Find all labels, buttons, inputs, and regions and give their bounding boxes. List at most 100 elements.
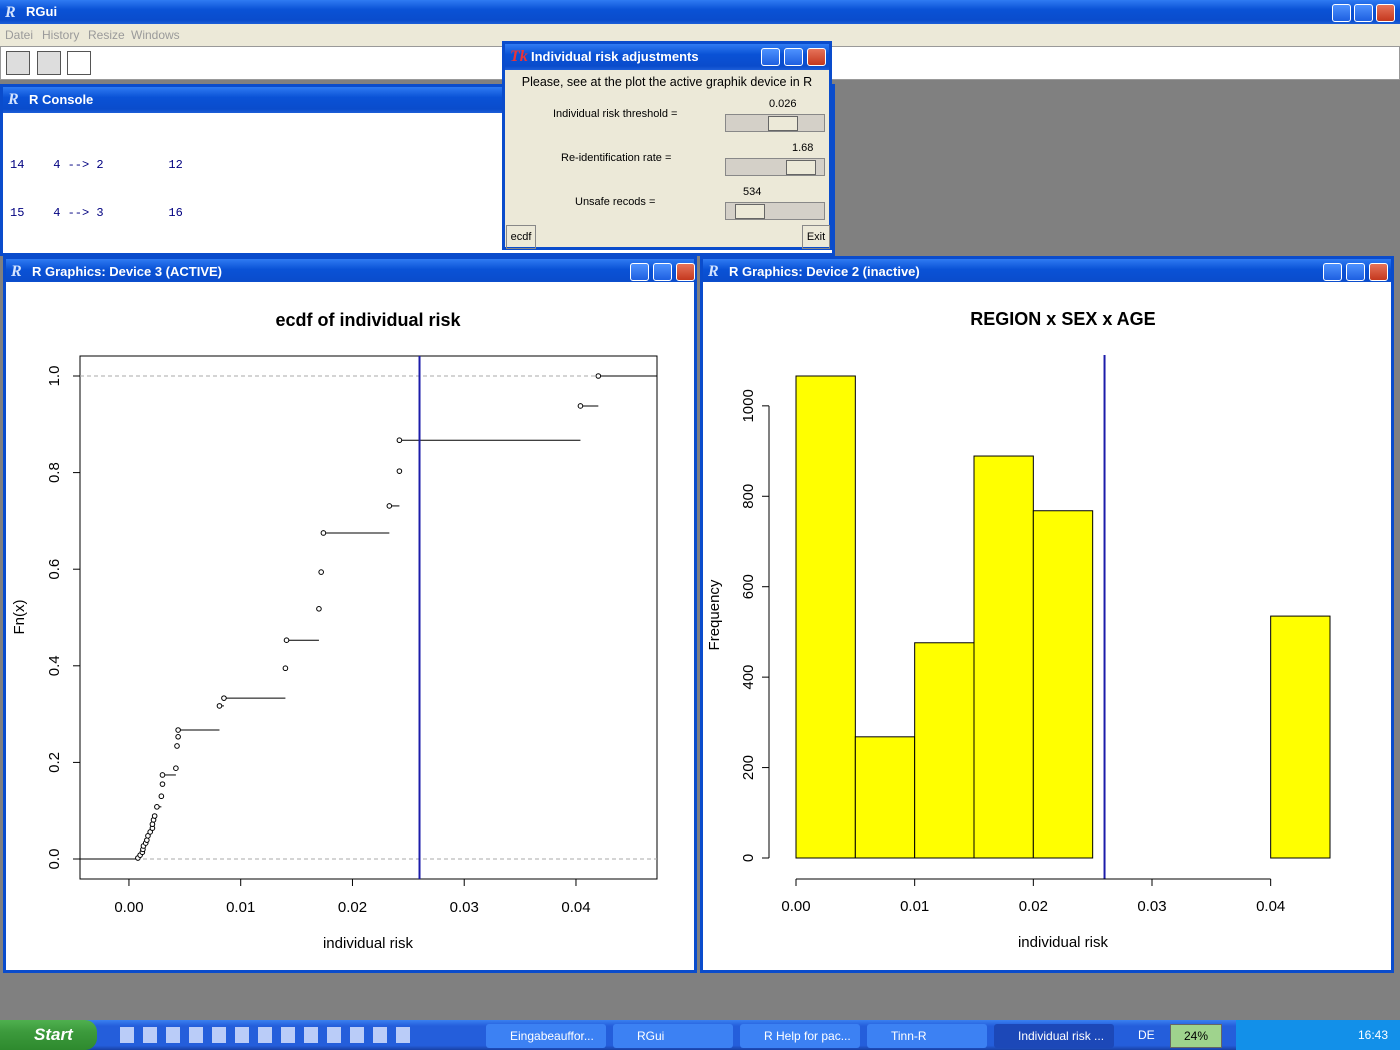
menu-item[interactable]: Resize bbox=[88, 28, 125, 42]
device-window: R R Graphics: Device 3 (ACTIVE) ecdf of … bbox=[3, 256, 697, 973]
slider-label: Unsafe recods = bbox=[575, 196, 656, 208]
bar bbox=[1270, 615, 1331, 859]
ecdf-button[interactable]: ecdf bbox=[506, 225, 536, 249]
point bbox=[282, 665, 289, 672]
console-output: 14 4 --> 2 12 bbox=[10, 158, 183, 172]
minimize-button[interactable] bbox=[630, 263, 649, 281]
chart: REGION x SEX x AGE individual risk Frequ… bbox=[703, 282, 1391, 970]
x-tick-label: 0.00 bbox=[781, 898, 810, 915]
slider-value: 0.026 bbox=[769, 98, 797, 110]
point bbox=[320, 530, 327, 536]
point bbox=[396, 468, 403, 474]
bar bbox=[914, 642, 975, 859]
point bbox=[595, 373, 602, 379]
chart-title: ecdf of individual risk bbox=[275, 310, 461, 330]
window-title: R Console bbox=[29, 92, 94, 107]
r-icon: R bbox=[11, 263, 22, 280]
x-tick-label: 0.03 bbox=[450, 899, 479, 916]
taskbar: Start Eingabeauffor... RGui R Help for p… bbox=[0, 1020, 1400, 1050]
slider[interactable] bbox=[725, 158, 825, 176]
slider-label: Individual risk threshold = bbox=[553, 108, 678, 120]
start-button[interactable]: Start bbox=[0, 1020, 97, 1050]
r-icon: R bbox=[8, 91, 19, 108]
r-icon: R bbox=[708, 263, 719, 280]
point bbox=[151, 813, 158, 819]
app-title: RGui bbox=[26, 4, 58, 19]
y-tick-label: 0.6 bbox=[46, 559, 63, 580]
app-titlebar: R RGui bbox=[0, 0, 1400, 24]
x-tick-label: 0.04 bbox=[1256, 898, 1285, 915]
slider-value: 1.68 bbox=[792, 142, 814, 154]
menu-item[interactable]: Datei bbox=[5, 28, 34, 42]
device-window: R R Graphics: Device 2 (inactive) REGION… bbox=[700, 256, 1394, 973]
slider[interactable] bbox=[725, 202, 825, 220]
clock: 16:43 bbox=[1358, 1028, 1389, 1042]
quick-launch[interactable] bbox=[120, 1027, 410, 1043]
dialog-window: Tk Individual risk adjustments Please, s… bbox=[502, 41, 832, 250]
dialog-title: Individual risk adjustments bbox=[531, 49, 699, 64]
title-bar: R R Graphics: Device 2 (inactive) bbox=[703, 259, 1391, 285]
y-tick-label: 0.2 bbox=[46, 752, 63, 773]
slider-thumb[interactable] bbox=[735, 204, 765, 219]
slider-thumb[interactable] bbox=[786, 160, 816, 175]
task-button[interactable]: R Help for pac... bbox=[740, 1024, 860, 1048]
slider-value: 534 bbox=[743, 186, 762, 198]
y-tick-label: 0 bbox=[740, 854, 757, 862]
y-axis-label: Frequency bbox=[706, 579, 723, 650]
chart-title: REGION x SEX x AGE bbox=[970, 309, 1155, 329]
dialog-message: Please, see at the plot the active graph… bbox=[521, 75, 813, 89]
battery: 24% bbox=[1170, 1024, 1222, 1048]
title-bar: R R Graphics: Device 3 (ACTIVE) bbox=[6, 259, 695, 285]
console-output: 15 4 --> 3 16 bbox=[10, 206, 183, 220]
y-tick-label: 0.0 bbox=[46, 849, 63, 870]
minimize-button[interactable] bbox=[1323, 263, 1342, 281]
slider-label: Re-identification rate = bbox=[561, 152, 672, 164]
exit-button[interactable]: Exit bbox=[802, 225, 830, 249]
y-tick-label: 600 bbox=[740, 574, 757, 599]
x-tick-label: 0.02 bbox=[338, 899, 367, 916]
maximize-button[interactable] bbox=[1346, 263, 1365, 281]
point bbox=[316, 606, 322, 612]
language[interactable]: DE bbox=[1138, 1028, 1155, 1042]
point bbox=[158, 793, 165, 800]
task-button[interactable]: Individual risk ... bbox=[994, 1024, 1114, 1048]
minimize-button[interactable] bbox=[761, 48, 780, 66]
close-button[interactable] bbox=[807, 48, 826, 66]
minimize-button[interactable] bbox=[1332, 4, 1351, 22]
slider-thumb[interactable] bbox=[768, 116, 798, 131]
x-axis-label: individual risk bbox=[323, 935, 414, 952]
point bbox=[159, 772, 166, 778]
maximize-button[interactable] bbox=[784, 48, 803, 66]
maximize-button[interactable] bbox=[653, 263, 672, 281]
task-button[interactable]: Eingabeauffor... bbox=[486, 1024, 606, 1048]
menu-item[interactable]: Windows bbox=[131, 28, 180, 42]
window-title: R Graphics: Device 2 (inactive) bbox=[729, 264, 920, 279]
x-axis-label: individual risk bbox=[1018, 934, 1109, 951]
point bbox=[386, 503, 393, 509]
y-tick-label: 0.4 bbox=[46, 655, 63, 676]
task-button[interactable]: RGui bbox=[613, 1024, 733, 1048]
point bbox=[577, 403, 584, 409]
point bbox=[216, 703, 223, 709]
menu-item[interactable]: History bbox=[42, 28, 80, 42]
console-button[interactable] bbox=[67, 51, 91, 75]
title-bar: R RGui bbox=[0, 0, 1400, 24]
plot-box bbox=[79, 355, 658, 880]
task-button[interactable]: Tinn-R bbox=[867, 1024, 987, 1048]
close-button[interactable] bbox=[1376, 4, 1395, 22]
close-button[interactable] bbox=[676, 263, 695, 281]
x-tick-label: 0.02 bbox=[1019, 898, 1048, 915]
restore-button[interactable] bbox=[1354, 4, 1373, 22]
point bbox=[173, 765, 179, 771]
y-tick-label: 1.0 bbox=[46, 366, 63, 387]
print-button[interactable] bbox=[37, 51, 61, 75]
close-button[interactable] bbox=[1369, 263, 1388, 281]
point bbox=[154, 804, 160, 810]
chart: ecdf of individual risk individual risk … bbox=[6, 282, 694, 970]
y-tick-label: 1000 bbox=[740, 389, 757, 422]
system-tray: 16:43 bbox=[1236, 1020, 1400, 1050]
y-tick-label: 200 bbox=[740, 755, 757, 780]
copy-button[interactable] bbox=[6, 51, 30, 75]
slider[interactable] bbox=[725, 114, 825, 132]
point bbox=[396, 437, 403, 444]
